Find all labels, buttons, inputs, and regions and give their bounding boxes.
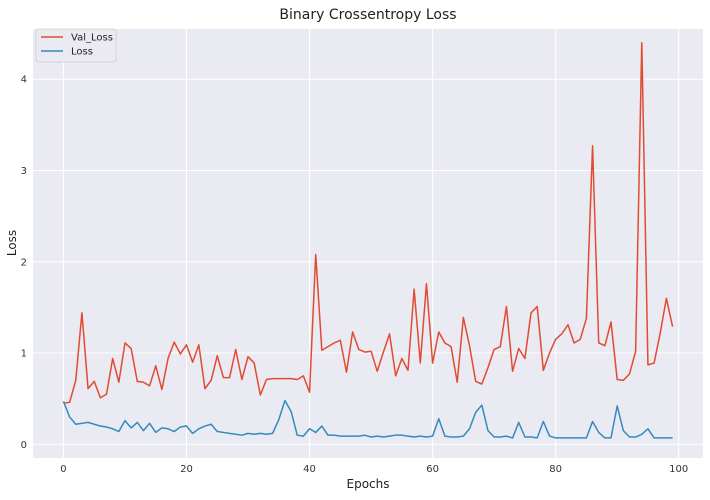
x-tick-label: 40 (303, 464, 316, 475)
x-axis-label: Epochs (347, 477, 390, 491)
x-tick-label: 60 (426, 464, 439, 475)
x-tick-label: 80 (549, 464, 562, 475)
x-tick-label: 100 (669, 464, 688, 475)
legend-label-loss: Loss (71, 47, 93, 58)
x-tick-label: 0 (60, 464, 66, 475)
y-axis-label: Loss (5, 230, 19, 256)
y-tick-label: 0 (21, 440, 27, 451)
tick-labels: 0 20 40 60 80 100 0 1 2 3 4 (21, 75, 689, 475)
legend: Val_Loss Loss (35, 28, 117, 63)
series-line-loss (62, 399, 673, 439)
legend-label-val-loss: Val_Loss (71, 33, 113, 44)
y-tick-label: 3 (21, 166, 27, 177)
plot-background (33, 29, 703, 458)
series-lines (62, 41, 674, 439)
y-tick-label: 1 (21, 349, 27, 360)
x-tick-label: 20 (180, 464, 193, 475)
chart-title: Binary Crossentropy Loss (279, 7, 456, 23)
y-tick-label: 4 (21, 75, 27, 86)
y-tick-label: 2 (21, 257, 27, 268)
series-line-val-loss (63, 41, 674, 404)
